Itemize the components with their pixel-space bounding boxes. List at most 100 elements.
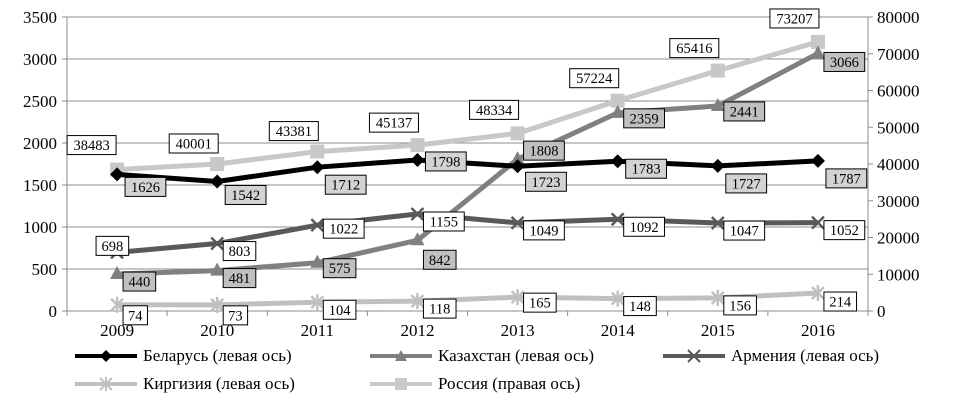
data-label: 1047 <box>723 220 766 241</box>
x-tick-label: 2013 <box>501 321 535 340</box>
legend-item-belarus: Беларусь (левая ось) <box>75 346 292 366</box>
data-label: 1727 <box>725 173 768 194</box>
svg-text:57224: 57224 <box>576 71 613 87</box>
svg-text:1052: 1052 <box>830 223 859 239</box>
legend-line-x-icon <box>663 349 725 363</box>
svg-text:803: 803 <box>229 244 251 260</box>
data-label: 48334 <box>469 99 520 120</box>
left-tick-label: 3500 <box>23 8 57 27</box>
svg-text:48334: 48334 <box>476 103 513 119</box>
data-label: 1052 <box>823 220 866 241</box>
data-point-marker <box>710 158 725 173</box>
data-label: 575 <box>322 258 357 279</box>
svg-text:1808: 1808 <box>529 144 558 160</box>
svg-text:214: 214 <box>829 295 852 311</box>
legend-line-square-icon <box>370 378 432 390</box>
legend: Беларусь (левая ось) Казахстан (левая ос… <box>0 342 955 403</box>
data-point-marker <box>710 63 725 78</box>
data-point-marker <box>510 216 525 230</box>
data-point-marker <box>210 296 225 313</box>
svg-text:1783: 1783 <box>632 162 661 178</box>
x-tick-label: 2011 <box>301 321 334 340</box>
data-label: 698 <box>95 235 130 256</box>
x-tick-label: 2009 <box>100 321 134 340</box>
data-point-marker <box>810 34 825 49</box>
svg-text:1542: 1542 <box>231 188 260 204</box>
right-tick-label: 20000 <box>877 229 920 248</box>
svg-text:1798: 1798 <box>431 154 460 170</box>
right-tick-label: 70000 <box>877 45 920 64</box>
legend-line-diamond-icon <box>75 350 137 362</box>
data-point-marker <box>110 167 125 182</box>
right-tick-label: 0 <box>877 302 886 321</box>
left-tick-label: 2000 <box>23 134 57 153</box>
legend-label: Россия (правая ось) <box>438 374 581 393</box>
data-label: 1022 <box>322 218 365 239</box>
right-tick-label: 30000 <box>877 192 920 211</box>
svg-text:1723: 1723 <box>531 175 560 191</box>
svg-text:45137: 45137 <box>376 116 412 132</box>
svg-text:1155: 1155 <box>430 214 458 230</box>
data-label: 104 <box>322 299 357 320</box>
right-tick-label: 10000 <box>877 265 920 284</box>
data-point-marker <box>610 93 625 108</box>
data-point-marker <box>810 45 825 59</box>
svg-text:118: 118 <box>429 302 450 318</box>
data-label: 1626 <box>124 176 167 197</box>
data-label: 38483 <box>66 135 117 156</box>
x-tick-label: 2015 <box>701 321 735 340</box>
svg-text:1727: 1727 <box>732 176 761 192</box>
x-tick-label: 2014 <box>601 321 636 340</box>
svg-text:2441: 2441 <box>730 104 759 120</box>
svg-text:842: 842 <box>429 253 451 269</box>
right-tick-label: 80000 <box>877 8 920 27</box>
svg-text:148: 148 <box>629 299 651 315</box>
svg-text:2359: 2359 <box>630 111 659 127</box>
data-label: 1049 <box>523 220 565 241</box>
data-label: 73207 <box>769 8 820 29</box>
axes: 0 500 1000 1500 2000 2500 3000 3500 0 10000 20000 3… <box>23 8 920 340</box>
data-labels: 38483 40001 43381 45137 48334 57224 65416 73207… <box>66 8 868 326</box>
series-line <box>116 39 819 173</box>
data-point-marker <box>210 156 225 171</box>
data-label: 65416 <box>669 38 720 59</box>
data-label: 3066 <box>823 51 866 72</box>
data-point-marker <box>610 290 625 307</box>
legend-line-star-icon <box>75 377 137 391</box>
data-point-marker <box>110 296 124 313</box>
data-label: 40001 <box>168 133 219 154</box>
data-point-marker <box>410 152 425 167</box>
data-point-marker <box>610 212 625 227</box>
left-tick-label: 2500 <box>23 92 57 111</box>
svg-text:165: 165 <box>529 296 551 312</box>
data-label: 1712 <box>324 174 367 195</box>
data-label: 118 <box>422 298 457 319</box>
svg-text:3066: 3066 <box>830 55 859 71</box>
svg-text:74: 74 <box>128 308 143 324</box>
series-line <box>117 290 819 308</box>
data-label: 1092 <box>623 216 665 237</box>
data-point-marker <box>410 207 425 221</box>
data-point-marker <box>510 289 525 306</box>
data-point-marker <box>110 266 125 280</box>
svg-text:698: 698 <box>101 239 123 255</box>
svg-text:1092: 1092 <box>630 220 659 236</box>
svg-text:440: 440 <box>128 275 150 291</box>
x-tick-label: 2010 <box>200 321 234 340</box>
data-point-marker <box>610 154 625 169</box>
svg-text:1787: 1787 <box>832 171 861 187</box>
svg-text:1022: 1022 <box>329 222 358 238</box>
legend-item-kyrgyzstan: Киргизия (левая ось) <box>75 374 295 394</box>
data-label: 842 <box>422 249 457 270</box>
left-tick-label: 3000 <box>23 50 57 69</box>
svg-text:38483: 38483 <box>73 138 109 154</box>
svg-text:43381: 43381 <box>276 124 312 140</box>
svg-text:73: 73 <box>228 308 243 324</box>
legend-label: Беларусь (левая ось) <box>143 346 292 365</box>
data-point-marker <box>210 236 225 251</box>
left-tick-label: 500 <box>32 260 58 279</box>
data-point-marker <box>811 215 825 230</box>
left-tick-label: 0 <box>49 302 58 321</box>
data-label: 156 <box>723 295 757 316</box>
data-label: 2441 <box>723 101 766 122</box>
